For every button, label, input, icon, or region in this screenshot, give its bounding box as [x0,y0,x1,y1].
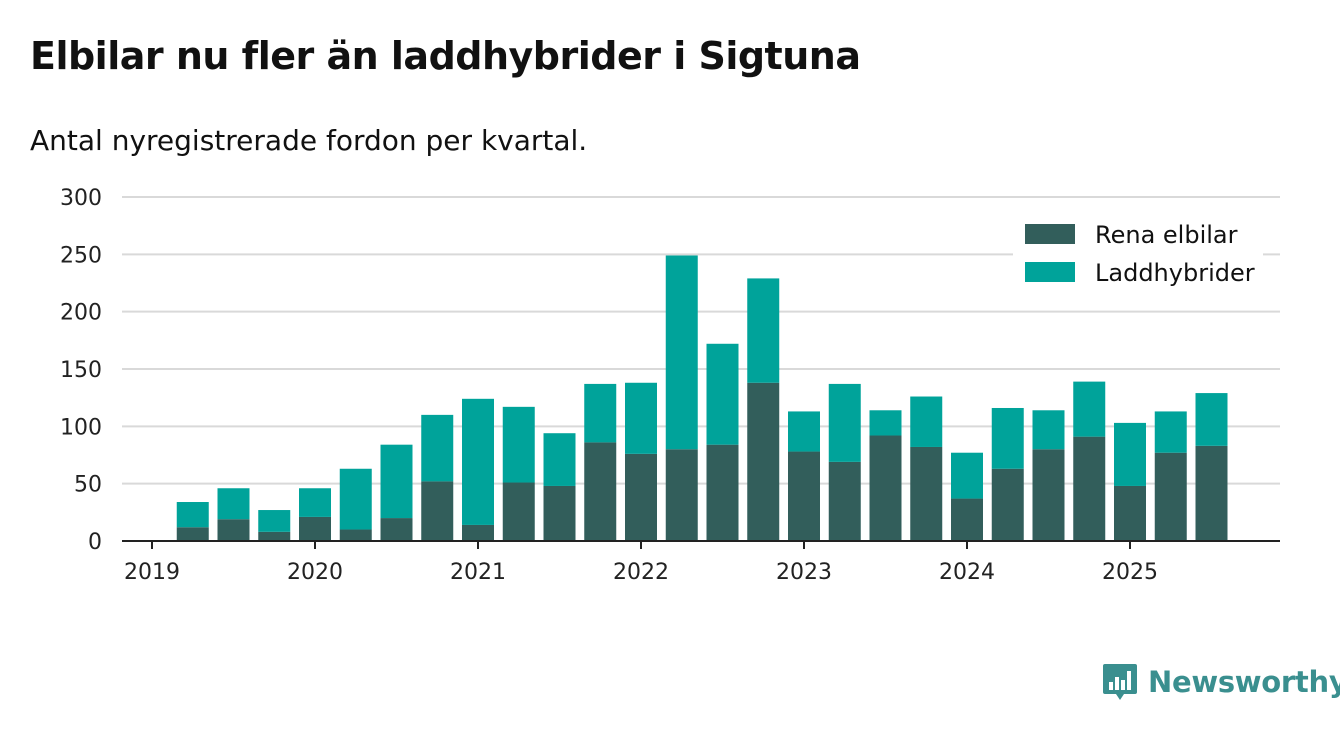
newsworthy-brand: Newsworthy [1102,662,1340,702]
bar-laddhybrider-2024-Q2 [991,407,1024,469]
bar-rena-elbilar-2020-Q1 [299,516,331,541]
bar-rena-elbilar-2025-Q1 [1114,485,1146,541]
bar-rena-elbilar-2022-Q2 [665,449,698,541]
bar-laddhybrider-2023-Q1 [788,411,820,452]
bar-laddhybrider-2025-Q1 [1114,422,1146,486]
legend: Rena elbilar Laddhybrider [1013,213,1263,295]
bar-rena-elbilar-2024-Q2 [991,468,1024,541]
y-axis: 0 50 100 150 200 250 300 [60,186,102,555]
bar-rena-elbilar-2022-Q4 [747,382,780,541]
bar-rena-elbilar-2019-Q3 [217,519,250,541]
bar-rena-elbilar-2022-Q1 [625,453,657,541]
grid-lines [122,196,1280,485]
chart-subtitle: Antal nyregistrerade fordon per kvartal. [30,124,588,157]
bar-laddhybrider-2020-Q2 [339,468,372,530]
legend-label: Laddhybrider [1095,259,1255,287]
bar-rena-elbilar-2022-Q3 [706,444,739,541]
bar-laddhybrider-2022-Q4 [747,278,780,383]
bar-rena-elbilar-2021-Q3 [543,485,576,541]
x-tick-label: 2024 [939,560,995,585]
bar-laddhybrider-2019-Q4 [258,510,291,532]
bar-rena-elbilar-2023-Q2 [828,461,861,541]
bar-rena-elbilar-2023-Q1 [788,451,820,541]
bar-rena-elbilar-2025-Q2 [1154,452,1187,541]
bar-rena-elbilar-2024-Q3 [1032,449,1065,541]
y-tick-label: 100 [60,415,102,440]
y-tick-label: 50 [74,473,102,498]
legend-swatch [1025,224,1075,244]
bar-laddhybrider-2025-Q2 [1154,411,1187,453]
chart-title: Elbilar nu fler än laddhybrider i Sigtun… [30,34,861,78]
bar-rena-elbilar-2023-Q3 [869,435,902,541]
bar-rena-elbilar-2025-Q3 [1195,445,1228,541]
bar-laddhybrider-2023-Q4 [910,396,943,447]
bar-laddhybrider-2021-Q2 [502,406,535,483]
bar-laddhybrider-2023-Q3 [869,410,902,436]
bar-laddhybrider-2019-Q3 [217,488,250,520]
bar-laddhybrider-2020-Q3 [380,444,413,519]
x-tick-label: 2023 [776,560,832,585]
bar-laddhybrider-2024-Q4 [1073,381,1106,437]
x-tick-label: 2022 [613,560,669,585]
y-tick-label: 300 [60,186,102,211]
x-tick-label: 2020 [287,560,343,585]
legend-label: Rena elbilar [1095,221,1238,249]
bar-laddhybrider-2021-Q1 [462,398,494,525]
x-axis: 2019 2020 2021 2022 2023 2024 2025 [122,540,1280,585]
bar-rena-elbilar-2019-Q4 [258,531,291,541]
bar-rena-elbilar-2021-Q2 [502,482,535,541]
bar-laddhybrider-2021-Q4 [584,383,617,443]
legend-swatch [1025,262,1075,282]
bar-rena-elbilar-2020-Q4 [421,481,454,541]
y-tick-label: 250 [60,243,102,268]
brand-name: Newsworthy [1148,665,1340,699]
bar-laddhybrider-2022-Q2 [665,255,698,450]
bars [176,255,1228,541]
bar-laddhybrider-2025-Q3 [1195,393,1228,446]
x-tick-label: 2019 [124,560,180,585]
bar-rena-elbilar-2021-Q1 [462,524,494,541]
y-tick-label: 150 [60,358,102,383]
x-tick-label: 2025 [1102,560,1158,585]
bar-laddhybrider-2022-Q1 [625,382,657,454]
bar-laddhybrider-2022-Q3 [706,343,739,445]
bar-chart-logo-icon [1103,664,1137,700]
x-tick-label: 2021 [450,560,506,585]
bar-laddhybrider-2020-Q4 [421,414,454,482]
bar-rena-elbilar-2019-Q2 [176,527,209,541]
bar-laddhybrider-2020-Q1 [299,488,331,517]
bar-rena-elbilar-2024-Q1 [951,498,983,541]
bar-laddhybrider-2024-Q1 [951,452,983,499]
bar-laddhybrider-2021-Q3 [543,433,576,486]
bar-laddhybrider-2023-Q2 [828,383,861,462]
bar-rena-elbilar-2021-Q4 [584,442,617,541]
y-tick-label: 0 [88,530,102,555]
bar-rena-elbilar-2023-Q4 [910,446,943,541]
bar-rena-elbilar-2020-Q3 [380,518,413,541]
bar-rena-elbilar-2024-Q4 [1073,436,1106,541]
bar-laddhybrider-2024-Q3 [1032,410,1065,450]
y-tick-label: 200 [60,301,102,326]
bar-rena-elbilar-2020-Q2 [339,529,372,541]
bar-laddhybrider-2019-Q2 [176,502,209,528]
